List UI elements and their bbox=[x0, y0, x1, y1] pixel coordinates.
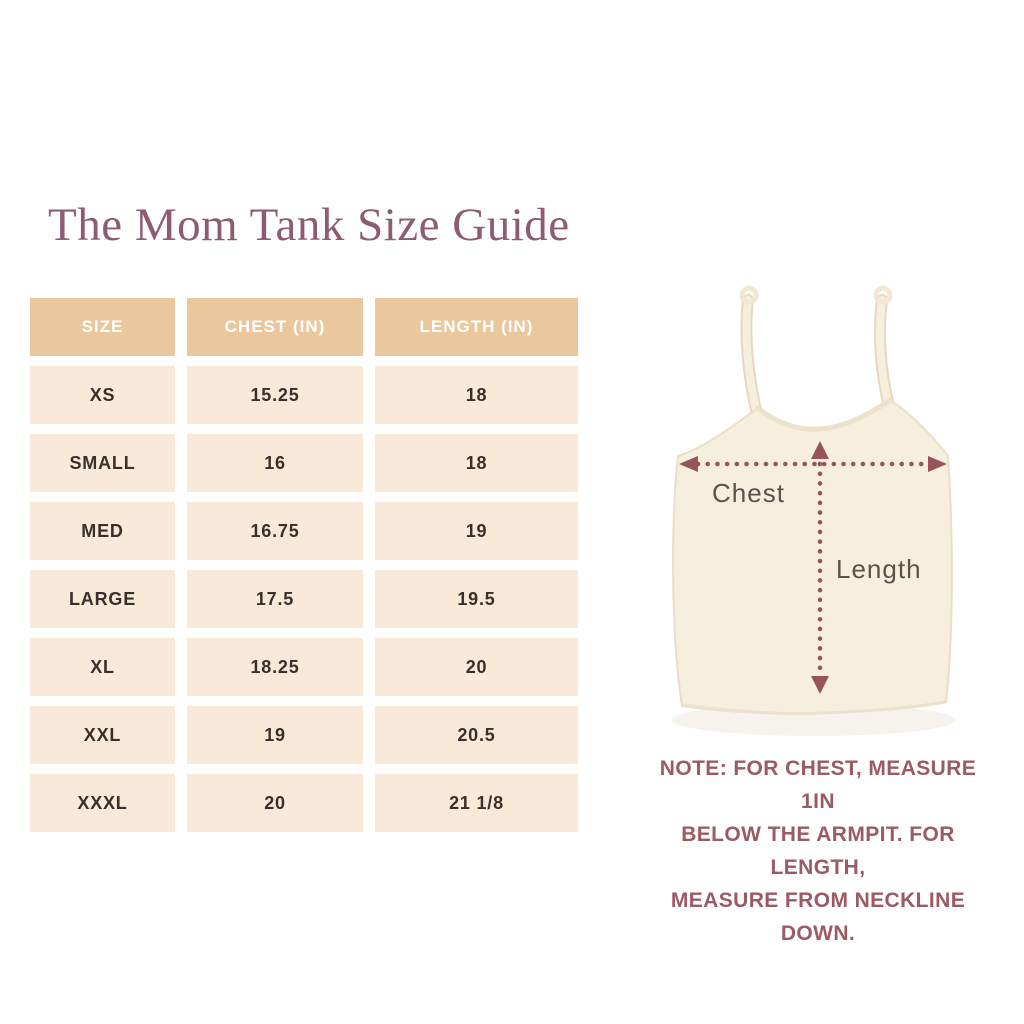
chest-arrow-head-right bbox=[928, 456, 947, 472]
chest-cell: 16.75 bbox=[187, 502, 363, 560]
length-label: Length bbox=[836, 554, 922, 584]
header-cell-chest: CHEST (IN) bbox=[187, 298, 363, 356]
length-arrow-head-up bbox=[811, 441, 829, 459]
length-cell: 21 1/8 bbox=[375, 774, 578, 832]
tank-strap-left bbox=[742, 296, 760, 414]
note-line-1: NOTE: FOR CHEST, MEASURE 1IN bbox=[659, 757, 977, 813]
header-cell-size: SIZE bbox=[30, 298, 175, 356]
length-cell: 18 bbox=[375, 434, 578, 492]
length-cell: 19 bbox=[375, 502, 578, 560]
header-cell-length: LENGTH (IN) bbox=[375, 298, 578, 356]
length-cell: 20 bbox=[375, 638, 578, 696]
tank-top-illustration: Chest Length bbox=[672, 285, 956, 736]
size-table: SIZE CHEST (IN) LENGTH (IN) XS 15.25 18 … bbox=[30, 298, 578, 832]
note-line-3: MEASURE FROM NECKLINE DOWN. bbox=[670, 889, 966, 945]
size-cell: XXXL bbox=[30, 774, 175, 832]
tank-strap-right-loop bbox=[873, 285, 893, 305]
size-cell: XL bbox=[30, 638, 175, 696]
chest-cell: 20 bbox=[187, 774, 363, 832]
chest-cell: 18.25 bbox=[187, 638, 363, 696]
tank-strap-right bbox=[876, 296, 892, 406]
length-arrow-head-down bbox=[811, 676, 829, 694]
size-cell: MED bbox=[30, 502, 175, 560]
length-cell: 18 bbox=[375, 366, 578, 424]
chest-cell: 16 bbox=[187, 434, 363, 492]
size-cell: LARGE bbox=[30, 570, 175, 628]
chest-arrow-head-left bbox=[679, 456, 698, 472]
length-cell: 20.5 bbox=[375, 706, 578, 764]
page-title: The Mom Tank Size Guide bbox=[48, 199, 570, 251]
chest-cell: 19 bbox=[187, 706, 363, 764]
chest-cell: 15.25 bbox=[187, 366, 363, 424]
note-line-2: BELOW THE ARMPIT. FOR LENGTH, bbox=[681, 823, 955, 879]
tank-strap-left-loop bbox=[739, 285, 759, 305]
length-cell: 19.5 bbox=[375, 570, 578, 628]
size-cell: XXL bbox=[30, 706, 175, 764]
tank-neckline-trim bbox=[755, 397, 893, 432]
chest-cell: 17.5 bbox=[187, 570, 363, 628]
measurement-note: NOTE: FOR CHEST, MEASURE 1IN BELOW THE A… bbox=[648, 752, 988, 950]
tank-hem bbox=[682, 700, 947, 716]
size-cell: XS bbox=[30, 366, 175, 424]
size-cell: SMALL bbox=[30, 434, 175, 492]
chest-label: Chest bbox=[712, 478, 785, 508]
